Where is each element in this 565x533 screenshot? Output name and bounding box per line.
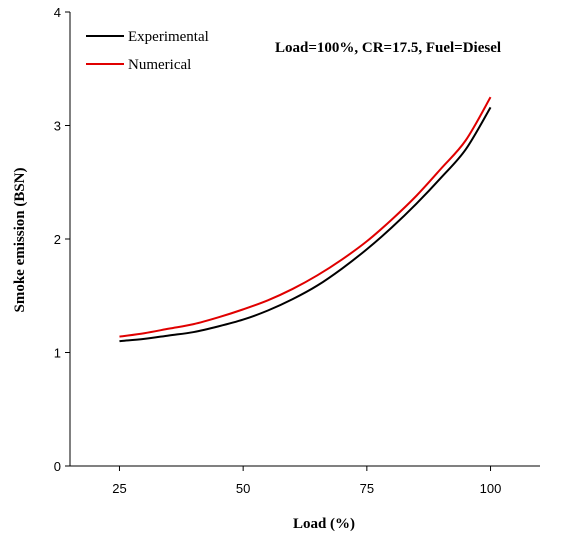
x-tick-label: 75 xyxy=(360,481,374,496)
y-tick-label: 3 xyxy=(54,119,61,134)
series-line-experimental xyxy=(119,106,492,343)
series-layer xyxy=(119,96,492,343)
series-line-numerical xyxy=(119,96,492,338)
x-tick-label: 100 xyxy=(480,481,502,496)
legend: Experimental Numerical xyxy=(86,29,209,73)
y-tick-label: 4 xyxy=(54,5,61,20)
legend-label-experimental: Experimental xyxy=(128,29,209,45)
x-tick-label: 25 xyxy=(112,481,126,496)
axes: 0 1 2 3 4 25 50 75 100 xyxy=(54,5,540,496)
chart-annotation: Load=100%, CR=17.5, Fuel=Diesel xyxy=(275,40,501,56)
y-tick-label: 1 xyxy=(54,346,61,361)
legend-label-numerical: Numerical xyxy=(128,57,191,73)
y-axis-title: Smoke emission (BSN) xyxy=(12,167,28,312)
x-tick-label: 50 xyxy=(236,481,250,496)
x-axis-title: Load (%) xyxy=(293,516,355,532)
y-tick-label: 0 xyxy=(54,459,61,474)
y-tick-label: 2 xyxy=(54,232,61,247)
